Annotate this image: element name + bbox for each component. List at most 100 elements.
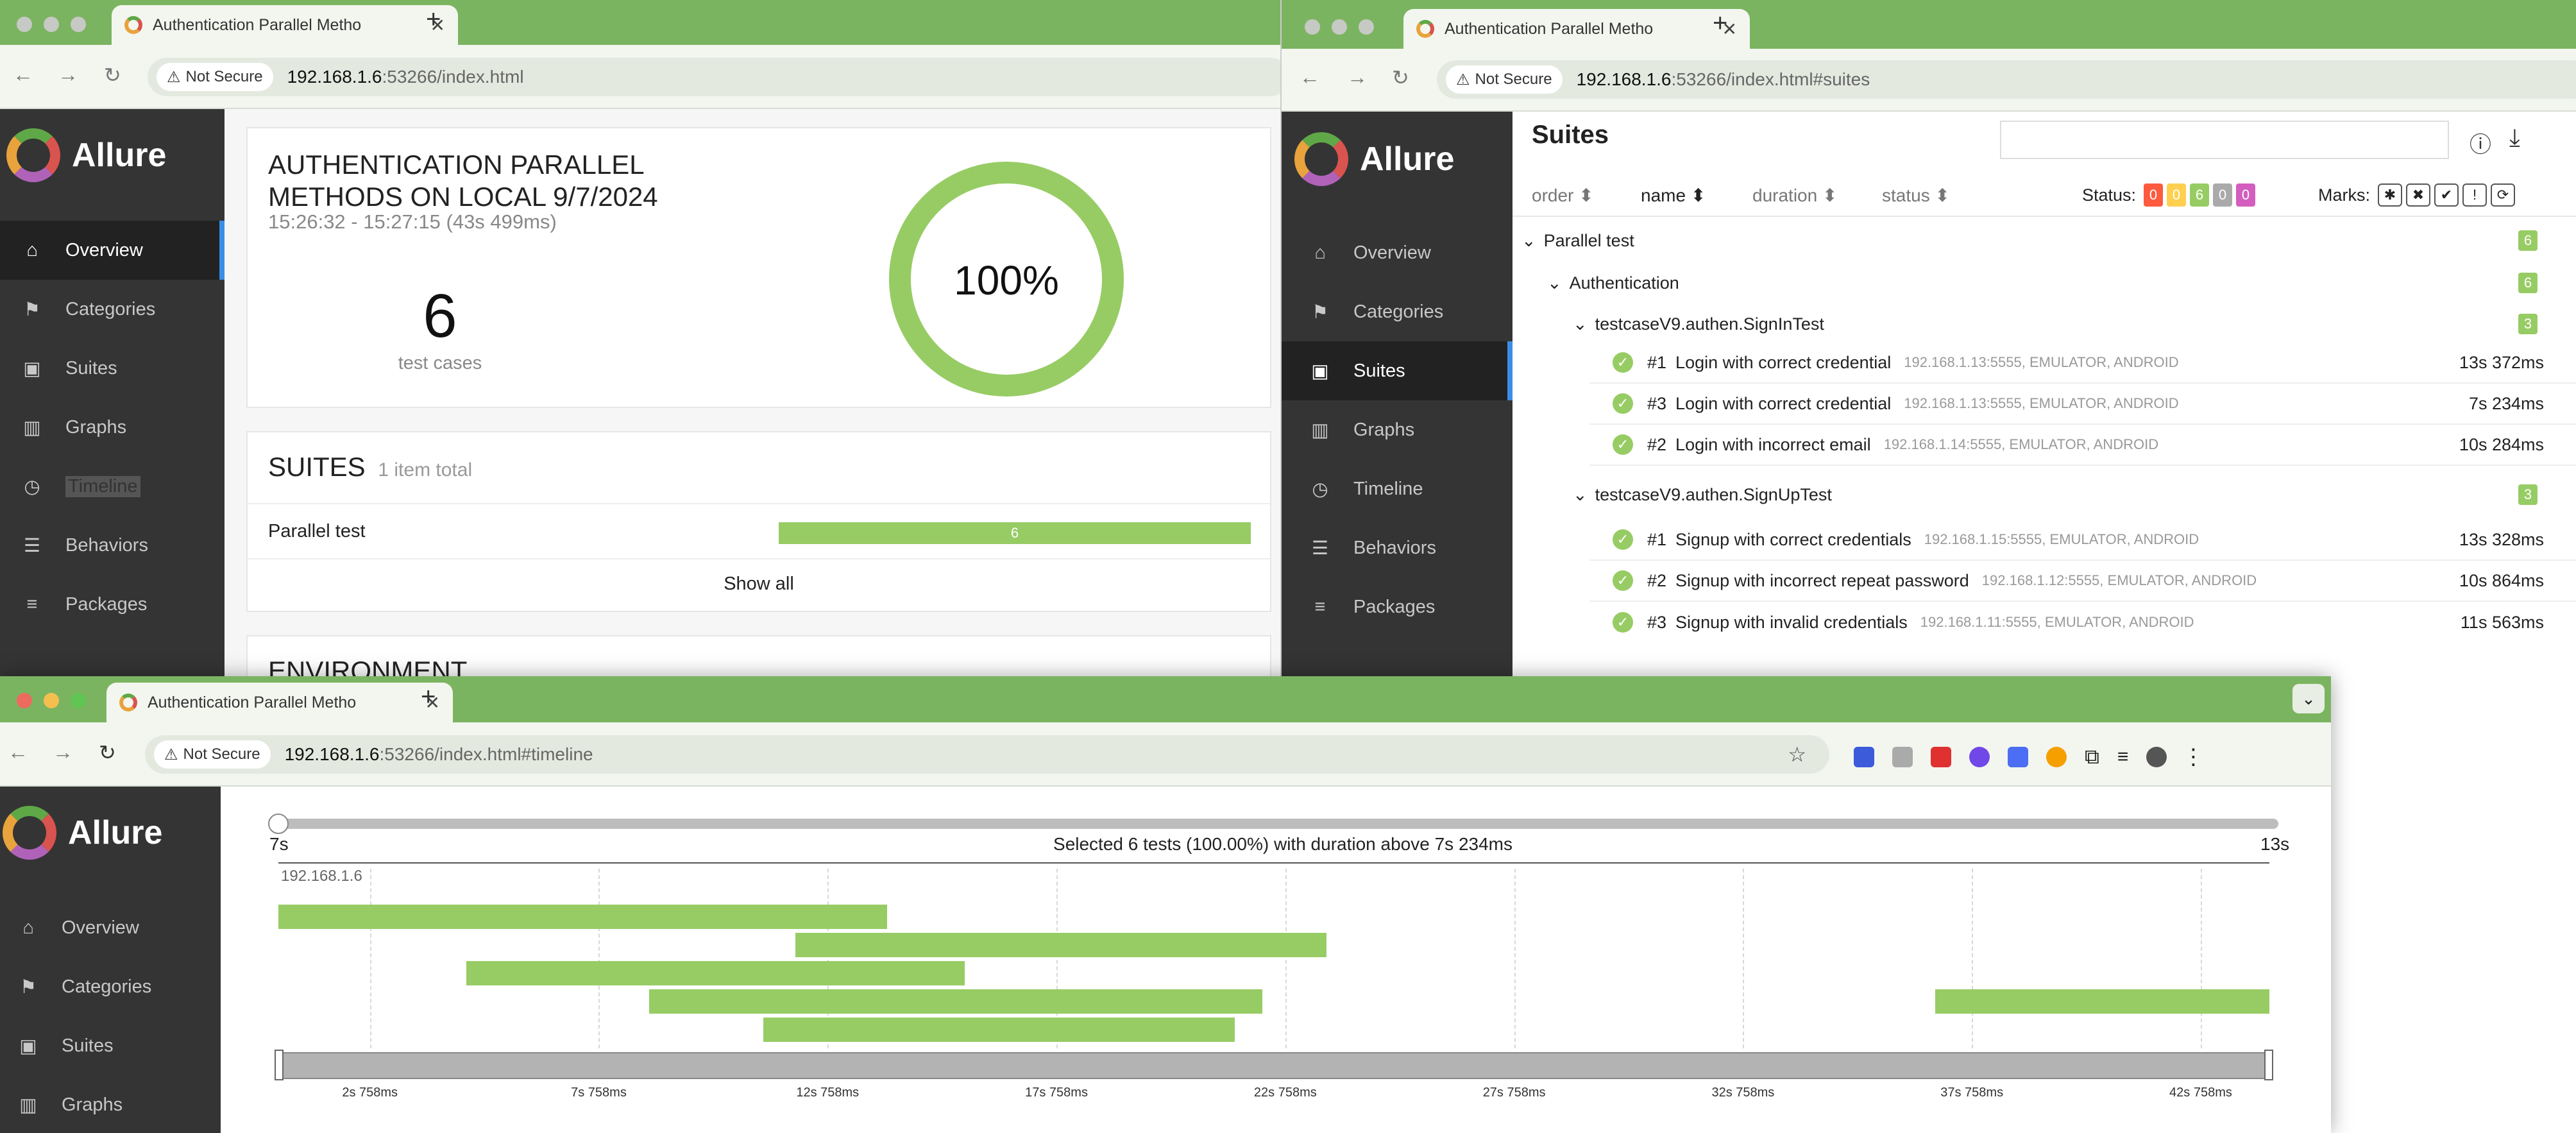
nav-graphs[interactable]: ▥ Graphs (0, 1075, 221, 1133)
nav-overview[interactable]: ⌂ Overview (1288, 223, 1513, 282)
nav-behaviors[interactable]: ☰ Behaviors (0, 516, 225, 575)
profile-avatar-icon[interactable] (2146, 747, 2167, 767)
sort-order[interactable]: order ⬍ (1532, 185, 1594, 206)
tree-root-row[interactable]: ⌄ Parallel test 6 (1521, 226, 2573, 255)
nav-categories[interactable]: ⚑ Categories (0, 957, 221, 1016)
test-row[interactable]: ✓ #3 Signup with invalid credentials 192… (1589, 602, 2576, 643)
new-tab-icon[interactable]: + (426, 5, 441, 33)
timeline-test-bar[interactable] (1935, 989, 2269, 1014)
nav-timeline[interactable]: ◷ Timeline (0, 457, 225, 516)
tab-search-icon[interactable]: ⌄ (2292, 684, 2325, 713)
info-icon[interactable]: ⓘ (2470, 133, 2491, 157)
reload-icon[interactable]: ↻ (99, 741, 116, 764)
browser-tab[interactable]: Authentication Parallel Metho ✕ (112, 5, 458, 45)
test-row[interactable]: ✓ #1 Login with correct credential 192.1… (1589, 343, 2576, 384)
extension-icon[interactable] (2046, 747, 2067, 767)
translate-icon[interactable] (2008, 747, 2028, 767)
nav-graphs[interactable]: ▥ Graphs (0, 398, 225, 457)
forward-icon[interactable]: → (1347, 65, 1368, 89)
slider-handle[interactable] (268, 814, 289, 834)
nav-packages[interactable]: ≡ Packages (0, 575, 225, 634)
nav-suites[interactable]: ▣ Suites (1282, 341, 1513, 400)
brand[interactable]: Allure (3, 806, 162, 860)
sort-duration[interactable]: duration ⬍ (1752, 185, 1837, 206)
brush-left-handle[interactable] (275, 1050, 284, 1080)
status-skipped-chip[interactable]: 0 (2213, 183, 2233, 207)
flaky-mark-icon[interactable]: ✱ (2378, 183, 2402, 207)
nav-suites[interactable]: ▣ Suites (0, 339, 225, 398)
forward-icon[interactable]: → (53, 740, 73, 763)
status-passed-chip[interactable]: 6 (2190, 183, 2210, 207)
show-all-link[interactable]: Show all (724, 574, 794, 594)
new-tab-icon[interactable]: + (1713, 9, 1728, 37)
extension-icon[interactable] (1969, 747, 1990, 767)
nav-categories[interactable]: ⚑ Categories (0, 280, 225, 339)
nav-behaviors[interactable]: ☰ Behaviors (1288, 518, 1513, 577)
nav-suites[interactable]: ▣ Suites (0, 1016, 221, 1075)
timeline-test-bar[interactable] (466, 961, 965, 985)
browser-tab[interactable]: Authentication Parallel Metho ✕ (1403, 9, 1750, 49)
address-bar[interactable]: ⚠ Not Secure 192.168.1.6:53266/index.html… (1437, 60, 2576, 99)
new-tab-icon[interactable]: + (421, 683, 436, 711)
sort-name[interactable]: name ⬍ (1641, 185, 1706, 206)
suites-search-input[interactable] (2000, 121, 2449, 159)
media-icon[interactable]: ≡ (2117, 746, 2129, 767)
back-icon[interactable]: ← (13, 63, 33, 86)
back-icon[interactable]: ← (8, 740, 28, 763)
test-row[interactable]: ✓ #3 Login with correct credential 192.1… (1589, 384, 2576, 425)
retries-mark-icon[interactable]: ⟳ (2491, 183, 2515, 207)
tree-group-row[interactable]: ⌄ Authentication 6 (1547, 268, 2573, 298)
close-tab-icon[interactable]: ✕ (425, 692, 440, 713)
new-passed-mark-icon[interactable]: ✔ (2434, 183, 2459, 207)
extension-icon[interactable] (1854, 747, 1874, 767)
tree-class-row[interactable]: ⌄ testcaseV9.authen.SignUpTest 3 (1573, 480, 2573, 509)
window-controls[interactable] (17, 17, 86, 32)
duration-slider[interactable] (278, 819, 2278, 829)
nav-timeline[interactable]: ◷ Timeline (1288, 459, 1513, 518)
not-secure-badge[interactable]: ⚠ Not Secure (157, 63, 273, 91)
reload-icon[interactable]: ↻ (104, 64, 121, 87)
test-row[interactable]: ✓ #2 Signup with incorrect repeat passwo… (1589, 561, 2576, 602)
reload-icon[interactable]: ↻ (1392, 66, 1409, 89)
nav-overview[interactable]: ⌂ Overview (0, 898, 221, 957)
suite-row[interactable]: Parallel test 6 (248, 503, 1270, 559)
new-failed-mark-icon[interactable]: ✖ (2406, 183, 2430, 207)
extension-icon[interactable] (1931, 747, 1951, 767)
window-controls[interactable] (1305, 19, 1374, 35)
nav-overview[interactable]: ⌂ Overview (0, 221, 225, 280)
close-tab-icon[interactable]: ✕ (1722, 19, 1737, 39)
tree-class-row[interactable]: ⌄ testcaseV9.authen.SignInTest 3 (1573, 309, 2573, 339)
brush-right-handle[interactable] (2264, 1050, 2273, 1080)
kebab-menu-icon[interactable]: ⋮ (2182, 745, 2205, 769)
nav-packages[interactable]: ≡ Packages (1288, 577, 1513, 636)
brush-track[interactable] (278, 1052, 2269, 1079)
status-broken-chip[interactable]: 0 (2167, 183, 2187, 207)
new-broken-mark-icon[interactable]: ! (2462, 183, 2487, 207)
nav-graphs[interactable]: ▥ Graphs (1288, 400, 1513, 459)
address-bar[interactable]: ⚠ Not Secure 192.168.1.6:53266/index.html… (145, 735, 1829, 774)
bookmark-star-icon[interactable]: ☆ (1788, 743, 1806, 766)
back-icon[interactable]: ← (1300, 65, 1320, 89)
timeline-test-bar[interactable] (278, 905, 888, 929)
timeline-test-bar[interactable] (648, 989, 1263, 1014)
timeline-test-bar[interactable] (763, 1018, 1235, 1042)
close-tab-icon[interactable]: ✕ (430, 15, 445, 35)
browser-tab[interactable]: Authentication Parallel Metho ✕ (106, 683, 453, 722)
not-secure-badge[interactable]: ⚠ Not Secure (154, 740, 271, 769)
puzzle-icon[interactable]: ⧉ (2085, 745, 2099, 768)
status-failed-chip[interactable]: 0 (2144, 183, 2164, 207)
not-secure-badge[interactable]: ⚠ Not Secure (1446, 65, 1563, 94)
brand[interactable]: Allure (6, 128, 166, 182)
address-bar[interactable]: ⚠ Not Secure 192.168.1.6:53266/index.html (148, 58, 1283, 96)
forward-icon[interactable]: → (58, 63, 78, 86)
status-unknown-chip[interactable]: 0 (2236, 183, 2256, 207)
download-icon[interactable]: ⤓ (2509, 124, 2520, 151)
test-row[interactable]: ✓ #2 Login with incorrect email 192.168.… (1589, 425, 2576, 466)
sort-status[interactable]: status ⬍ (1882, 185, 1950, 206)
brand[interactable]: Allure (1294, 132, 1454, 186)
timeline-test-bar[interactable] (795, 933, 1327, 957)
test-row[interactable]: ✓ #1 Signup with correct credentials 192… (1589, 520, 2576, 561)
window-controls[interactable] (17, 693, 86, 708)
extension-icon[interactable] (1892, 747, 1913, 767)
nav-categories[interactable]: ⚑ Categories (1288, 282, 1513, 341)
